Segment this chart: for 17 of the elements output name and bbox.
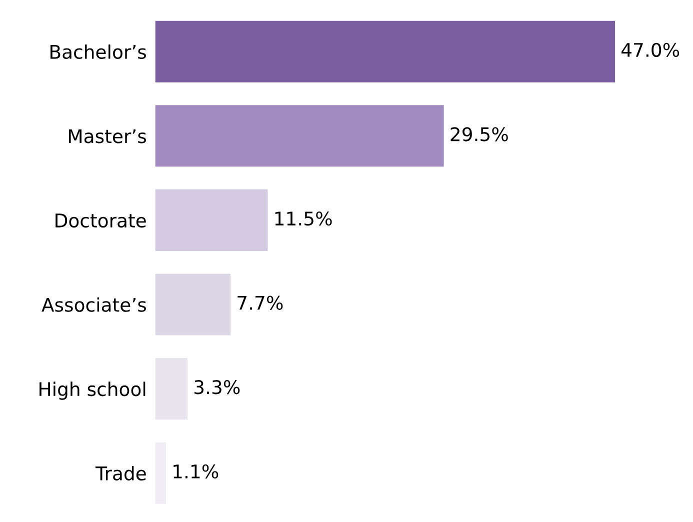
data-label: 29.5%: [450, 127, 508, 142]
y-tick-label: Trade: [96, 466, 146, 480]
data-label: 47.0%: [621, 42, 680, 58]
bar: [155, 20, 616, 82]
bar: [155, 105, 444, 167]
bar: [155, 274, 231, 336]
y-tick-label: High school: [40, 382, 146, 400]
y-tick-label: Bachelor’s: [50, 44, 146, 59]
data-label: 11.5%: [275, 211, 332, 226]
data-label: 1.1%: [174, 464, 218, 479]
data-label: 7.7%: [238, 296, 283, 310]
bar: [155, 189, 268, 251]
y-tick-label: Associate’s: [42, 297, 146, 312]
data-label: 3.3%: [194, 380, 240, 394]
y-tick-label: Doctorate: [56, 214, 146, 228]
y-tick-label: Master’s: [68, 129, 146, 144]
bar: [155, 358, 188, 420]
